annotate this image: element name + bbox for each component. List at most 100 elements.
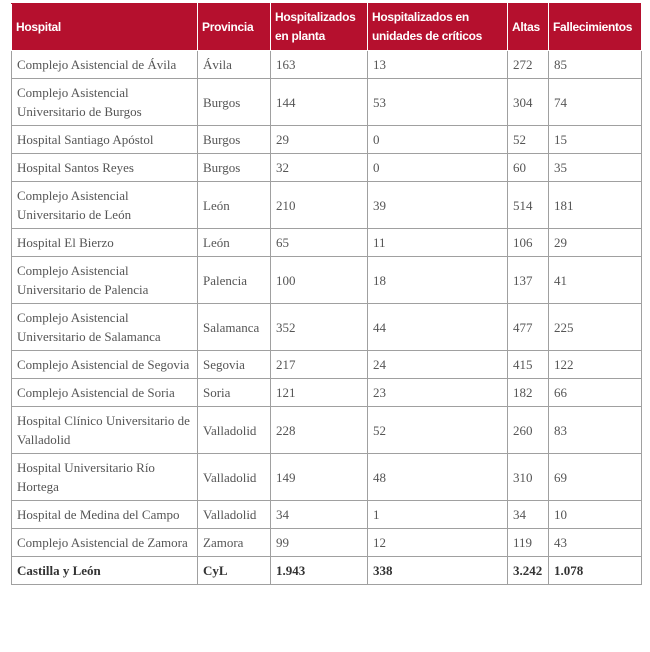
cell-fallecimientos: 1.078 [548, 556, 642, 585]
cell-hospital: Castilla y León [11, 556, 198, 585]
table-row: Hospital Clínico Universitario de Vallad… [11, 406, 642, 454]
cell-provincia: Ávila [197, 50, 271, 79]
cell-altas: 477 [507, 303, 549, 351]
cell-hospitalizados-criticos: 338 [367, 556, 508, 585]
cell-hospital: Complejo Asistencial de Soria [11, 378, 198, 407]
cell-fallecimientos: 15 [548, 125, 642, 154]
cell-altas: 106 [507, 228, 549, 257]
cell-altas: 260 [507, 406, 549, 454]
cell-hospitalizados-criticos: 24 [367, 350, 508, 379]
cell-altas: 182 [507, 378, 549, 407]
cell-hospitalizados-planta: 144 [270, 78, 368, 126]
cell-hospital: Hospital Santiago Apóstol [11, 125, 198, 154]
table-row: Hospital de Medina del Campo Valladolid 34… [11, 500, 642, 529]
cell-hospitalizados-planta: 32 [270, 153, 368, 182]
cell-hospital: Complejo Asistencial Universitario de Sa… [11, 303, 198, 351]
cell-altas: 514 [507, 181, 549, 229]
cell-hospitalizados-criticos: 52 [367, 406, 508, 454]
cell-hospitalizados-criticos: 23 [367, 378, 508, 407]
cell-fallecimientos: 225 [548, 303, 642, 351]
cell-provincia: Burgos [197, 153, 271, 182]
cell-hospitalizados-criticos: 0 [367, 125, 508, 154]
cell-provincia: Salamanca [197, 303, 271, 351]
cell-fallecimientos: 41 [548, 256, 642, 304]
cell-fallecimientos: 74 [548, 78, 642, 126]
cell-fallecimientos: 85 [548, 50, 642, 79]
cell-hospital: Complejo Asistencial Universitario de Bu… [11, 78, 198, 126]
cell-hospital: Hospital Clínico Universitario de Vallad… [11, 406, 198, 454]
cell-fallecimientos: 66 [548, 378, 642, 407]
column-header-hospitalizados-criticos: Hospitalizados en unidades de críticos [367, 3, 508, 51]
cell-hospitalizados-planta: 210 [270, 181, 368, 229]
cell-fallecimientos: 122 [548, 350, 642, 379]
cell-hospitalizados-criticos: 48 [367, 453, 508, 501]
column-header-hospitalizados-planta: Hospitalizados en planta [270, 3, 368, 51]
cell-provincia: Zamora [197, 528, 271, 557]
column-header-hospital: Hospital [11, 3, 198, 51]
cell-provincia: Segovia [197, 350, 271, 379]
cell-hospitalizados-planta: 121 [270, 378, 368, 407]
cell-fallecimientos: 29 [548, 228, 642, 257]
cell-altas: 304 [507, 78, 549, 126]
cell-hospitalizados-criticos: 39 [367, 181, 508, 229]
cell-provincia: Burgos [197, 78, 271, 126]
cell-altas: 34 [507, 500, 549, 529]
cell-altas: 310 [507, 453, 549, 501]
cell-hospitalizados-criticos: 13 [367, 50, 508, 79]
cell-provincia: Valladolid [197, 453, 271, 501]
cell-hospital: Complejo Asistencial Universitario de Le… [11, 181, 198, 229]
total-row: Castilla y León CyL 1.943 338 3.242 1.078 [11, 556, 642, 585]
cell-altas: 3.242 [507, 556, 549, 585]
cell-fallecimientos: 181 [548, 181, 642, 229]
cell-provincia: León [197, 181, 271, 229]
cell-fallecimientos: 35 [548, 153, 642, 182]
table-row: Complejo Asistencial de Ávila Ávila 163 13 2… [11, 50, 642, 79]
cell-hospitalizados-criticos: 44 [367, 303, 508, 351]
table-row: Hospital Universitario Río Hortega Vallad… [11, 453, 642, 501]
table-row: Complejo Asistencial Universitario de Bu… [11, 78, 642, 126]
cell-hospital: Complejo Asistencial de Segovia [11, 350, 198, 379]
cell-hospital: Complejo Asistencial de Zamora [11, 528, 198, 557]
table-row: Complejo Asistencial Universitario de Sa… [11, 303, 642, 351]
cell-altas: 415 [507, 350, 549, 379]
cell-hospitalizados-planta: 217 [270, 350, 368, 379]
cell-provincia: Valladolid [197, 500, 271, 529]
cell-hospital: Hospital Universitario Río Hortega [11, 453, 198, 501]
cell-provincia: CyL [197, 556, 271, 585]
cell-hospitalizados-planta: 163 [270, 50, 368, 79]
column-header-provincia: Provincia [197, 3, 271, 51]
cell-hospitalizados-criticos: 53 [367, 78, 508, 126]
cell-hospital: Hospital de Medina del Campo [11, 500, 198, 529]
cell-hospitalizados-criticos: 18 [367, 256, 508, 304]
cell-hospitalizados-planta: 34 [270, 500, 368, 529]
cell-altas: 52 [507, 125, 549, 154]
cell-hospitalizados-planta: 100 [270, 256, 368, 304]
cell-altas: 272 [507, 50, 549, 79]
cell-hospital: Hospital Santos Reyes [11, 153, 198, 182]
cell-hospitalizados-planta: 352 [270, 303, 368, 351]
cell-hospitalizados-planta: 29 [270, 125, 368, 154]
cell-provincia: León [197, 228, 271, 257]
cell-hospitalizados-planta: 1.943 [270, 556, 368, 585]
header-row: Hospital Provincia Hospitalizados en plant… [11, 3, 642, 51]
cell-hospitalizados-criticos: 0 [367, 153, 508, 182]
hospital-data-table: Hospital Provincia Hospitalizados en plant… [11, 3, 642, 585]
column-header-altas: Altas [507, 3, 549, 51]
cell-provincia: Palencia [197, 256, 271, 304]
cell-provincia: Valladolid [197, 406, 271, 454]
cell-provincia: Burgos [197, 125, 271, 154]
table-row: Hospital Santiago Apóstol Burgos 29 0 52 15 [11, 125, 642, 154]
cell-fallecimientos: 10 [548, 500, 642, 529]
cell-hospital: Complejo Asistencial de Ávila [11, 50, 198, 79]
cell-fallecimientos: 43 [548, 528, 642, 557]
table-row: Complejo Asistencial de Segovia Segovia 21… [11, 350, 642, 379]
table-row: Complejo Asistencial Universitario de Pa… [11, 256, 642, 304]
cell-altas: 137 [507, 256, 549, 304]
cell-hospital: Complejo Asistencial Universitario de Pa… [11, 256, 198, 304]
cell-hospitalizados-planta: 65 [270, 228, 368, 257]
table-row: Complejo Asistencial de Soria Soria 121 23 1… [11, 378, 642, 407]
cell-provincia: Soria [197, 378, 271, 407]
table-row: Hospital El Bierzo León 65 11 106 29 [11, 228, 642, 257]
cell-hospitalizados-criticos: 1 [367, 500, 508, 529]
table-row: Complejo Asistencial Universitario de Le… [11, 181, 642, 229]
